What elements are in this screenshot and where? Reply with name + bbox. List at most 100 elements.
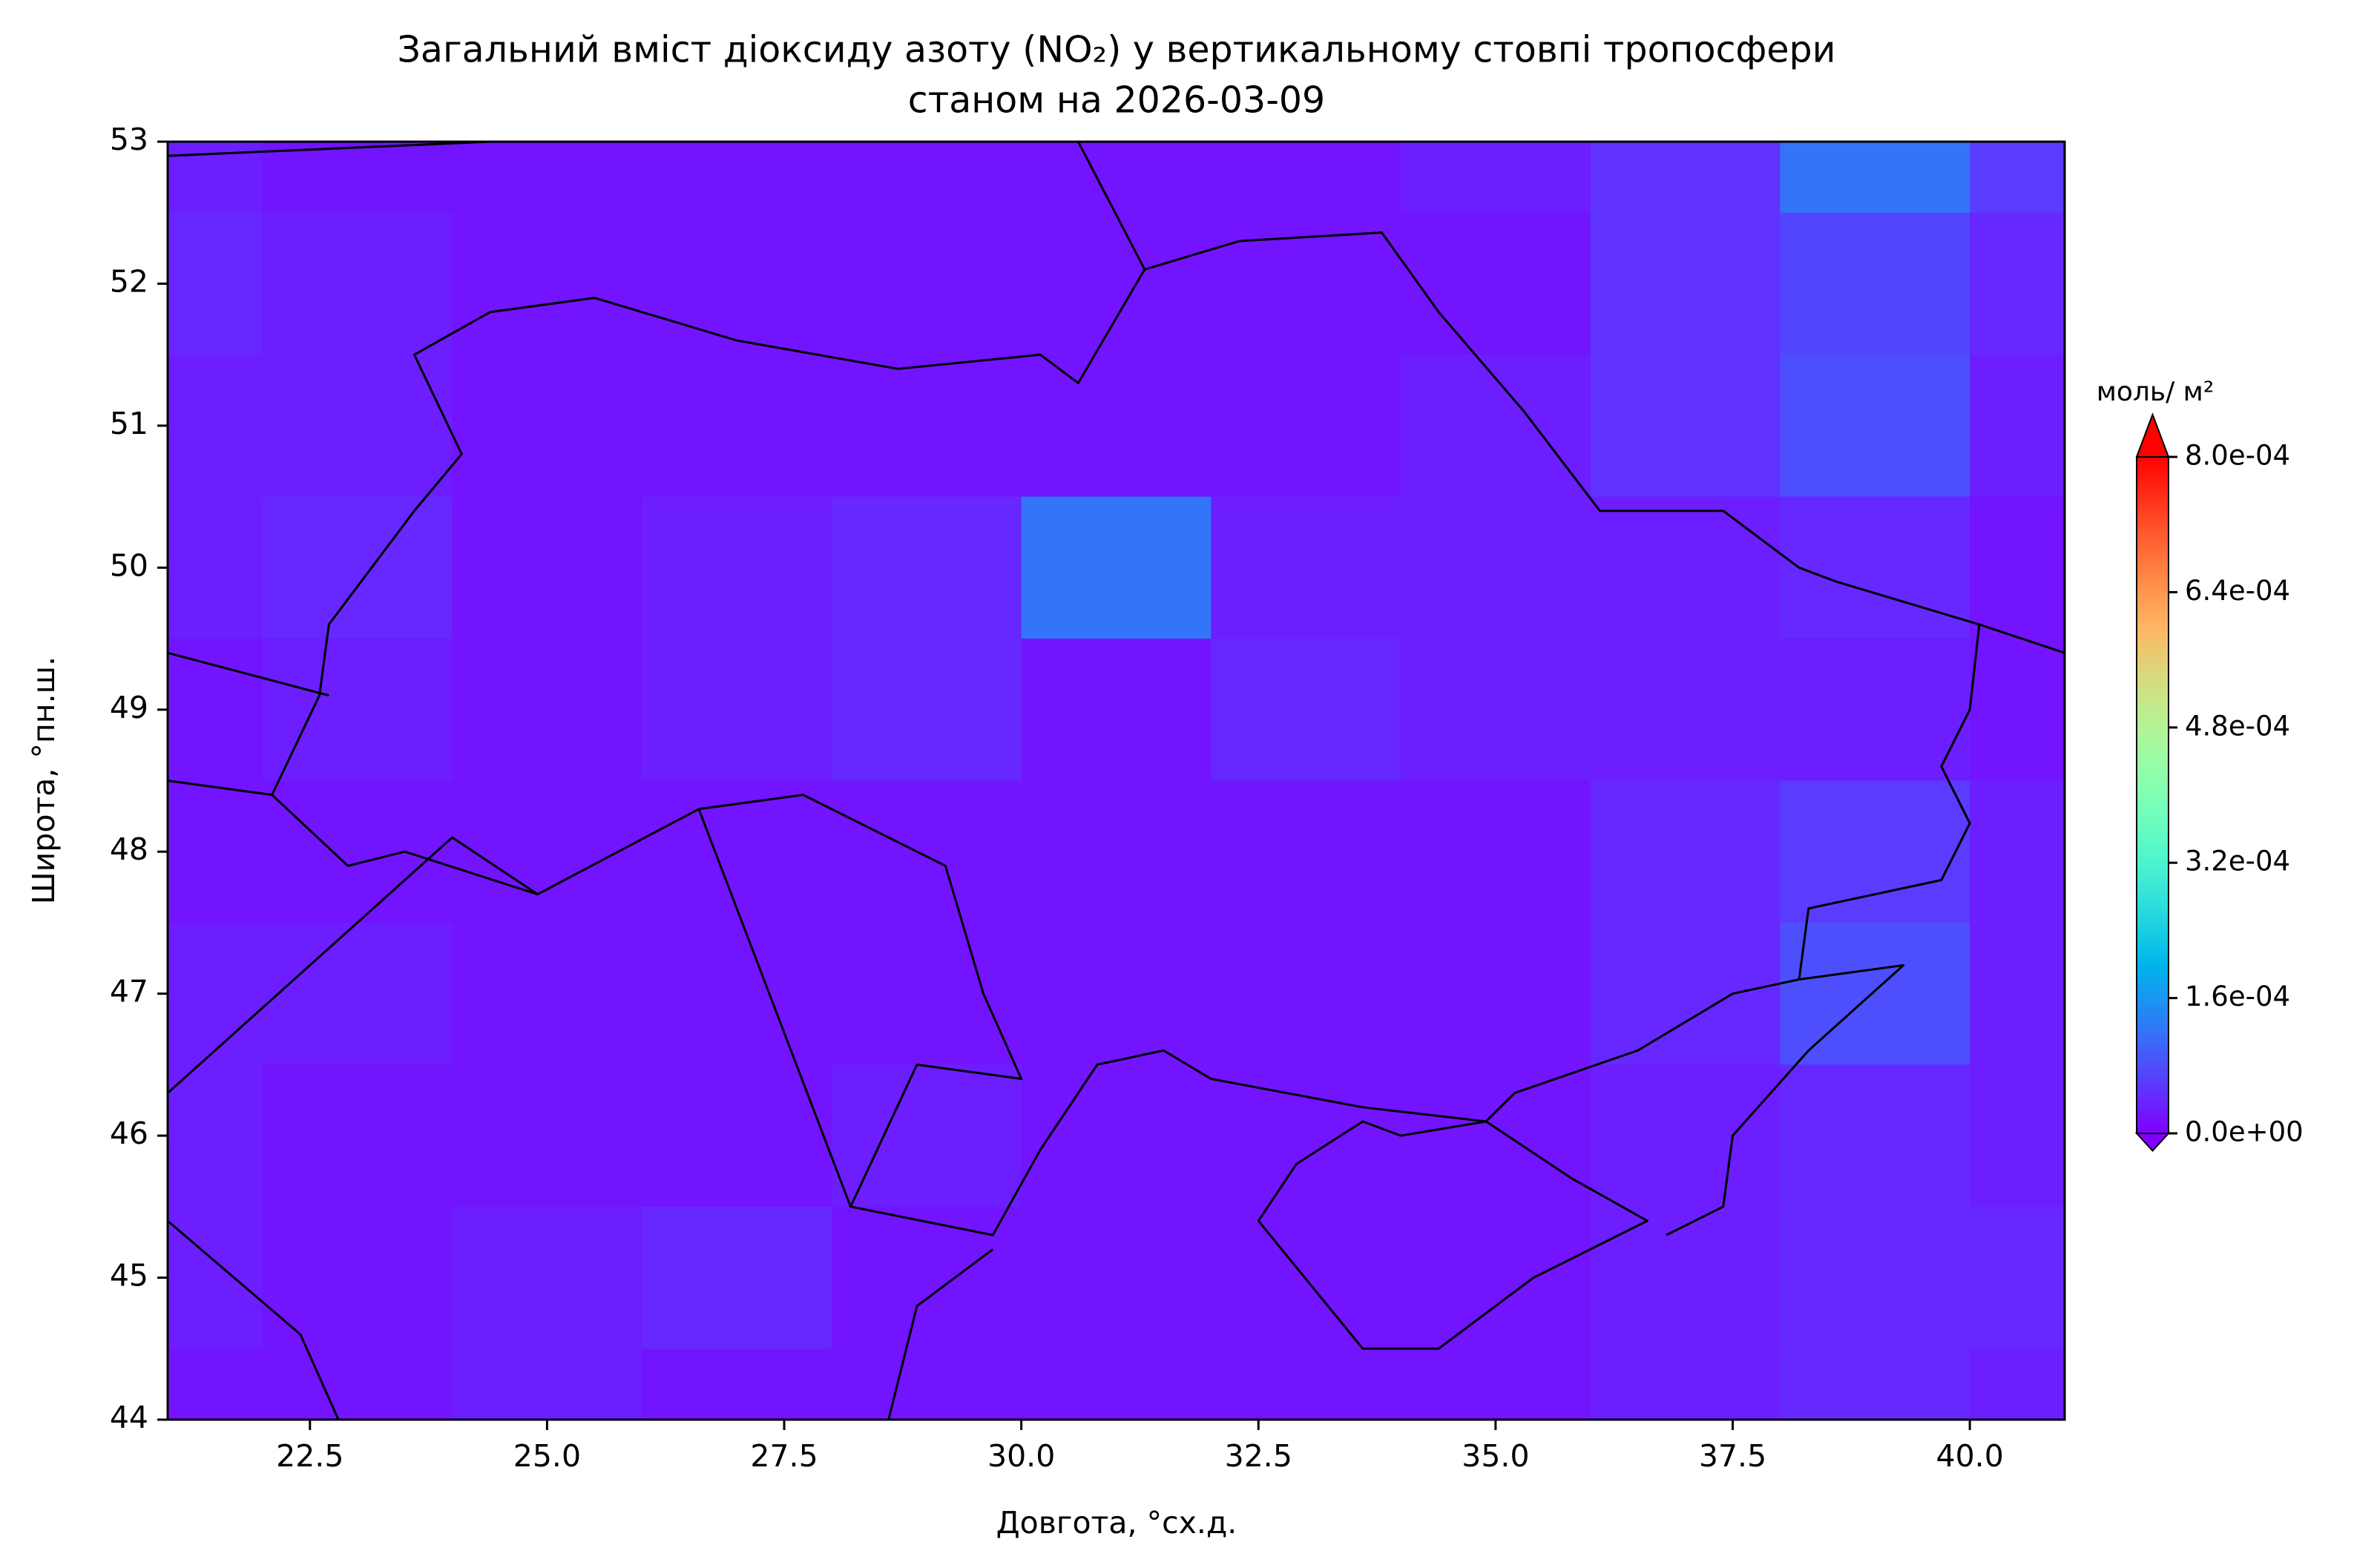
field-cell xyxy=(1401,496,1591,640)
field-cell xyxy=(1970,212,2065,356)
field-cell xyxy=(1780,639,1971,782)
y-tick-label: 50 xyxy=(110,547,148,583)
colorbar-tick-label: 1.6e-04 xyxy=(2185,981,2290,1012)
field-cell xyxy=(1021,496,1212,640)
y-axis-label: Широта, °пн.ш. xyxy=(26,656,62,904)
field-cell xyxy=(831,496,1022,640)
field-cell xyxy=(642,922,832,1066)
field-cell xyxy=(452,1206,643,1350)
field-cell xyxy=(831,639,1022,782)
field-cell xyxy=(168,496,263,640)
field-cell xyxy=(1590,212,1781,356)
field-cell xyxy=(452,142,643,214)
field-cell xyxy=(1211,355,1402,498)
field-cell xyxy=(168,212,263,356)
field-cell xyxy=(831,922,1022,1066)
y-tick-label: 47 xyxy=(110,974,148,1009)
field-cell xyxy=(831,212,1022,356)
field-cell xyxy=(642,1206,832,1350)
field-cell xyxy=(1780,780,1971,923)
x-tick-label: 32.5 xyxy=(1225,1438,1292,1474)
field-cell xyxy=(1021,639,1212,782)
field-cell xyxy=(831,1348,1022,1420)
field-cell xyxy=(1970,1064,2065,1208)
field-cell xyxy=(1780,142,1971,214)
field-cell xyxy=(1021,142,1212,214)
field-cell xyxy=(262,1064,453,1208)
field-cell xyxy=(168,1206,263,1350)
field-cell xyxy=(1211,1348,1402,1420)
field-cell xyxy=(1970,639,2065,782)
field-cell xyxy=(168,780,263,923)
field-cell xyxy=(1401,780,1591,923)
borders xyxy=(168,142,2065,1420)
field-cell xyxy=(262,496,453,640)
field-cell xyxy=(1021,780,1212,923)
field-cell xyxy=(642,639,832,782)
plot-frame xyxy=(166,140,2066,1421)
field-cell xyxy=(831,1064,1022,1208)
field xyxy=(168,142,2065,1420)
field-cell xyxy=(831,142,1022,214)
field-cell xyxy=(262,780,453,923)
field-cell xyxy=(262,212,453,356)
field-cell xyxy=(831,355,1022,498)
field-cell xyxy=(1780,1348,1971,1420)
field-cell xyxy=(452,1348,643,1420)
y-tick-label: 44 xyxy=(110,1400,148,1435)
field-cell xyxy=(452,1064,643,1208)
field-cell xyxy=(262,1348,453,1420)
field-cell xyxy=(262,142,453,214)
x-tick-label: 35.0 xyxy=(1462,1438,1529,1474)
field-cell xyxy=(1021,1206,1212,1350)
field-cell xyxy=(1590,1348,1781,1420)
field-cell xyxy=(1021,1348,1212,1420)
field-cell xyxy=(1021,1064,1212,1208)
field-cell xyxy=(1401,142,1591,214)
border xyxy=(271,231,1981,1236)
field-cell xyxy=(1780,212,1971,356)
field-cell xyxy=(831,780,1022,923)
field-cell xyxy=(642,212,832,356)
field-cell xyxy=(1780,496,1971,640)
field-cell xyxy=(1401,922,1591,1066)
field-cell xyxy=(1970,355,2065,498)
field-cell xyxy=(262,922,453,1066)
field-cell xyxy=(168,639,263,782)
field-cell xyxy=(1970,780,2065,923)
chart-subtitle: станом на 2026-03-09 xyxy=(908,79,1325,122)
field-cell xyxy=(831,1206,1022,1350)
field-cell xyxy=(1401,212,1591,356)
border xyxy=(168,780,272,797)
field-cell xyxy=(642,142,832,214)
field-cell xyxy=(1401,1206,1591,1350)
colorbar-tick-label: 4.8e-04 xyxy=(2185,710,2290,742)
field-cell xyxy=(168,1064,263,1208)
field-cell xyxy=(642,496,832,640)
field-cell xyxy=(1970,922,2065,1066)
field-cell xyxy=(168,1348,263,1420)
field-cell xyxy=(642,355,832,498)
field-cell xyxy=(1970,1206,2065,1350)
field-cell xyxy=(1590,1064,1781,1208)
field-cell xyxy=(1780,922,1971,1066)
field-cell xyxy=(1590,780,1781,923)
x-tick-label: 25.0 xyxy=(513,1438,581,1474)
x-tick-label: 40.0 xyxy=(1936,1438,2004,1474)
y-tick-label: 46 xyxy=(110,1116,148,1151)
field-cell xyxy=(1401,355,1591,498)
x-tick-label: 27.5 xyxy=(750,1438,818,1474)
y-tick-label: 45 xyxy=(110,1258,148,1294)
field-cell xyxy=(452,780,643,923)
border xyxy=(887,1248,994,1420)
colorbar-tick-label: 8.0e-04 xyxy=(2185,440,2290,472)
colorbar-extend-bottom xyxy=(2134,1133,2171,1153)
field-cell xyxy=(1401,639,1591,782)
field-cell xyxy=(1970,142,2065,214)
border xyxy=(168,142,490,157)
field-cell xyxy=(262,355,453,498)
field-cell xyxy=(1401,1348,1591,1420)
border xyxy=(1077,142,1146,270)
border xyxy=(168,1219,340,1420)
